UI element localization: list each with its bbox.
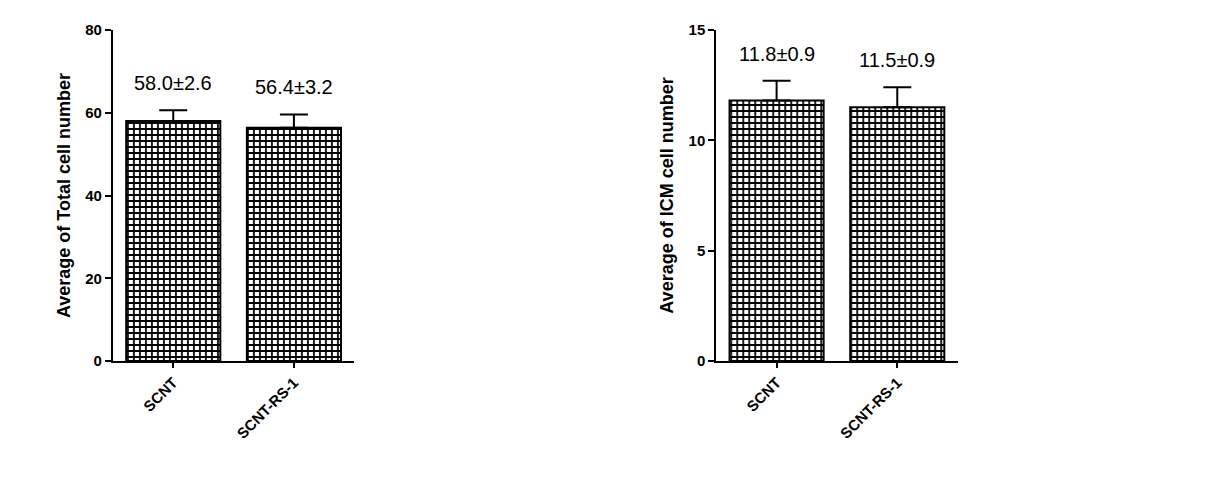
svg-text:SCNT: SCNT — [140, 374, 181, 415]
svg-text:10: 10 — [689, 132, 706, 149]
svg-text:Average of ICM cell number: Average of ICM cell number — [657, 77, 677, 313]
svg-text:SCNT-RS-1: SCNT-RS-1 — [837, 374, 905, 442]
svg-text:60: 60 — [85, 104, 102, 121]
svg-text:58.0±2.6: 58.0±2.6 — [134, 72, 212, 94]
svg-text:11.5±0.9: 11.5±0.9 — [859, 49, 935, 71]
svg-text:0: 0 — [94, 352, 102, 369]
svg-text:SCNT-RS-1: SCNT-RS-1 — [233, 374, 301, 442]
svg-text:56.4±3.2: 56.4±3.2 — [255, 76, 333, 98]
svg-text:11.8±0.9: 11.8±0.9 — [739, 43, 815, 65]
svg-text:SCNT: SCNT — [743, 374, 784, 415]
svg-text:Average of Total cell number: Average of Total cell number — [54, 73, 74, 318]
svg-text:20: 20 — [85, 270, 102, 287]
svg-text:15: 15 — [689, 21, 706, 38]
svg-text:5: 5 — [697, 242, 705, 259]
svg-text:0: 0 — [697, 352, 705, 369]
svg-text:80: 80 — [85, 21, 102, 38]
svg-text:40: 40 — [85, 187, 102, 204]
